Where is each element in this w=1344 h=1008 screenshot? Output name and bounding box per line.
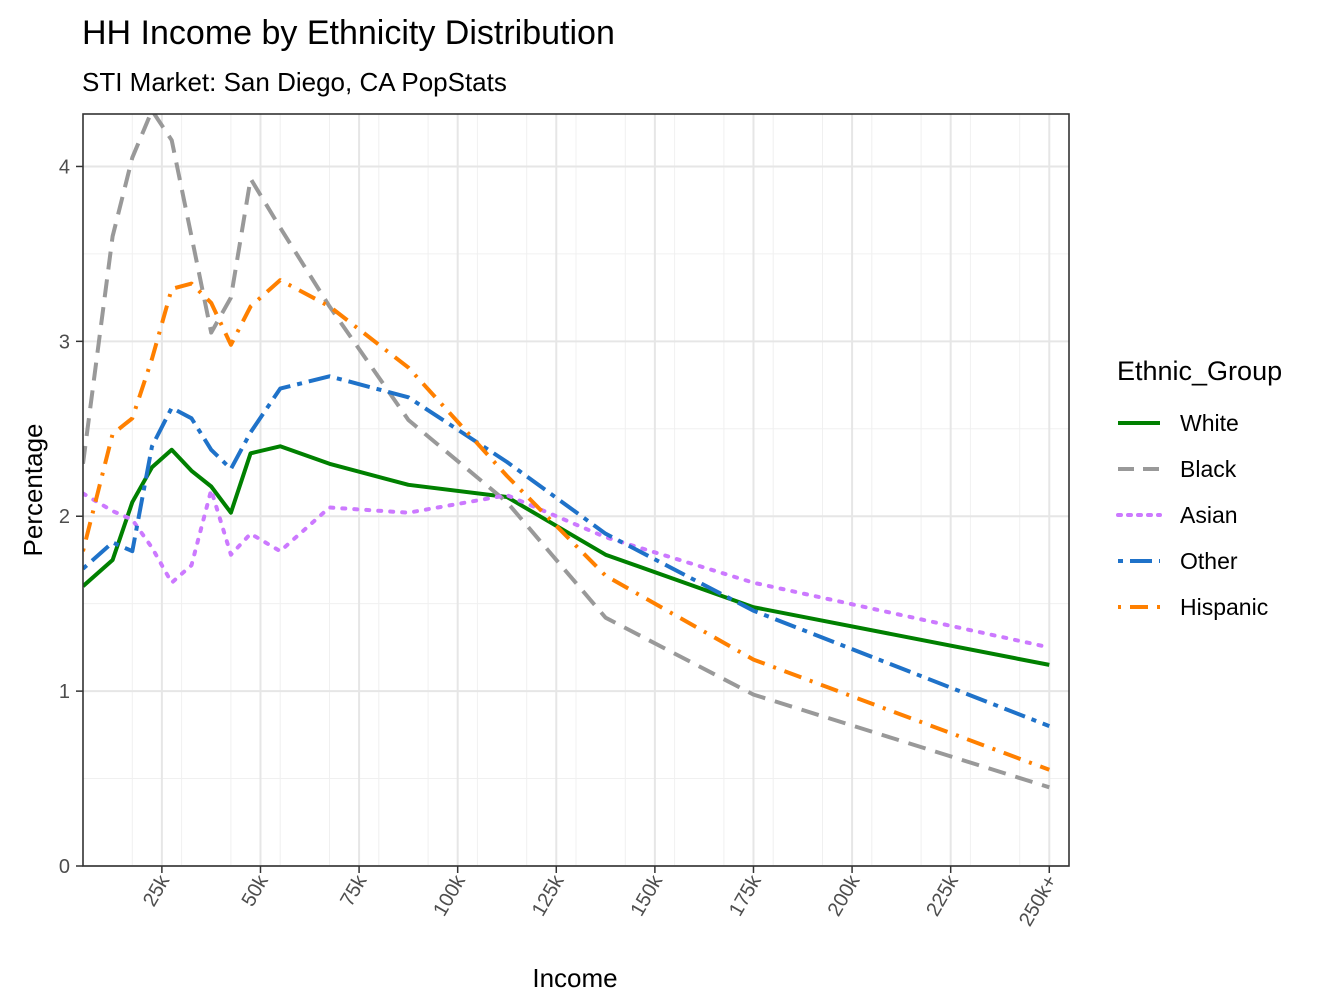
legend-label-hispanic: Hispanic (1180, 594, 1268, 620)
series-line-white (83, 444, 1050, 667)
series-line-hispanic (83, 278, 1050, 772)
legend-label-asian: Asian (1180, 502, 1238, 528)
x-tick-label: 150k (626, 871, 667, 920)
x-tick-label: 250k+ (1015, 872, 1062, 931)
x-tick-label: 75k (336, 871, 372, 911)
plot-border (82, 113, 1070, 867)
chart-title: HH Income by Ethnicity Distribution (82, 14, 615, 52)
series-lines (83, 114, 1052, 790)
x-tick-label: 50k (238, 871, 274, 911)
x-tick-label: 200k (824, 871, 865, 920)
grid-minor (82, 114, 1070, 866)
x-axis: 25k 50k 75k 100k 125k 150k 175k 200k 225k 250k+ (139, 866, 1062, 930)
series-line-black (83, 114, 1050, 790)
x-tick-label: 25k (139, 871, 175, 911)
legend-label-other: Other (1180, 548, 1238, 574)
x-axis-title: Income (532, 963, 617, 993)
legend-label-white: White (1180, 410, 1239, 436)
y-axis-title: Percentage (18, 424, 48, 557)
chart-subtitle: STI Market: San Diego, CA PopStats (82, 67, 507, 97)
y-tick-label: 0 (59, 856, 70, 878)
series-line-other (83, 374, 1051, 728)
x-tick-label: 175k (725, 871, 766, 920)
series-line-asian (83, 488, 1052, 650)
legend-title: Ethnic_Group (1117, 356, 1282, 386)
y-axis: 0 1 2 3 4 (59, 156, 83, 878)
y-tick-label: 3 (59, 331, 70, 353)
x-tick-label: 125k (528, 871, 569, 920)
legend: Ethnic_Group White Black Asian Other Hispani… (1116, 356, 1282, 620)
x-tick-label: 100k (429, 871, 470, 920)
y-tick-label: 2 (59, 506, 70, 528)
legend-label-black: Black (1180, 456, 1237, 482)
x-tick-label: 225k (922, 871, 963, 920)
y-tick-label: 1 (59, 681, 70, 703)
y-tick-label: 4 (59, 156, 70, 178)
